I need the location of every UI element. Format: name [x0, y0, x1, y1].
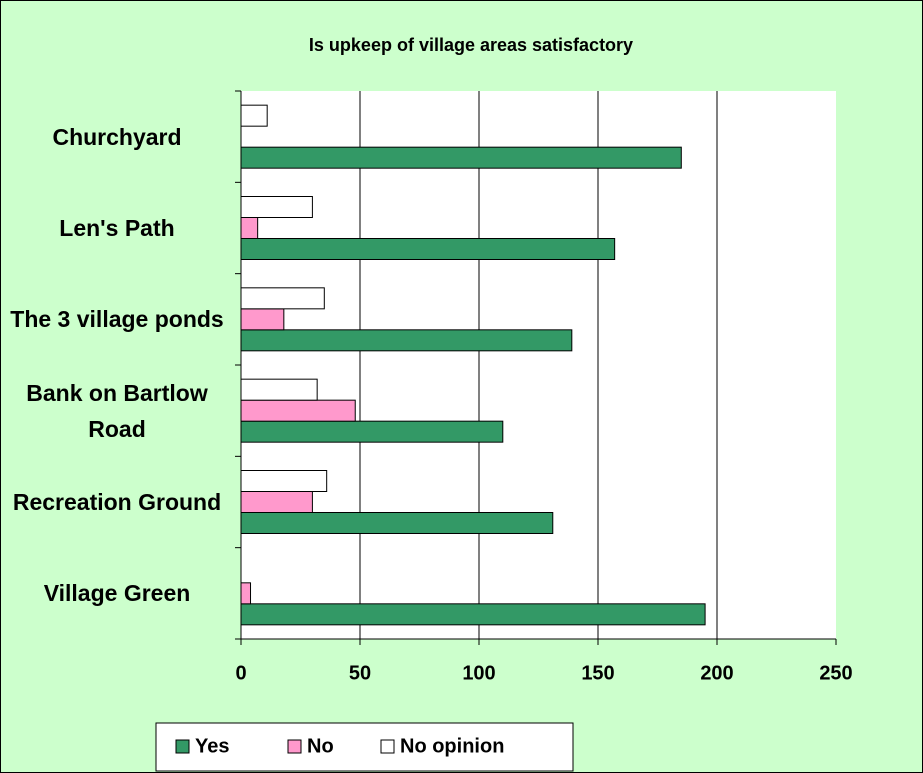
- x-tick-label: 0: [235, 662, 246, 684]
- bar: [240, 104, 268, 127]
- bar: [240, 491, 313, 513]
- bar: [240, 287, 325, 310]
- legend-label: No: [307, 735, 334, 757]
- x-tick-label: 100: [462, 662, 495, 684]
- legend-swatch: [380, 739, 395, 754]
- legend: [155, 722, 574, 772]
- bar: [240, 146, 682, 169]
- bar: [240, 217, 259, 239]
- bar: [240, 308, 285, 331]
- legend-label: No opinion: [400, 735, 504, 757]
- bar: [240, 582, 252, 605]
- bar: [240, 378, 318, 401]
- bar: [240, 470, 328, 492]
- category-label: Len's Path: [59, 215, 175, 241]
- legend-swatch: [287, 739, 302, 754]
- bar: [240, 512, 554, 534]
- category-label: Recreation Ground: [12, 489, 222, 515]
- category-label: Bank on Bartlow Road: [26, 379, 208, 442]
- bar: [240, 399, 356, 422]
- x-tick-label: 200: [700, 662, 733, 684]
- category-label: Village Green: [43, 580, 191, 607]
- category-label: Churchyard: [52, 123, 182, 150]
- category-label: The 3 village ponds: [10, 306, 224, 333]
- legend-swatch: [175, 739, 190, 754]
- x-tick-label: 250: [819, 662, 852, 684]
- plot-area: [241, 91, 836, 639]
- bar: [240, 329, 573, 352]
- bar: [240, 603, 706, 626]
- bar: [240, 420, 504, 443]
- x-tick-label: 150: [581, 662, 614, 684]
- chart-title: Is upkeep of village areas satisfactory: [309, 35, 633, 55]
- bar: [240, 238, 616, 260]
- x-tick-label: 50: [349, 662, 371, 684]
- bar: [240, 196, 313, 218]
- legend-label: Yes: [195, 735, 229, 757]
